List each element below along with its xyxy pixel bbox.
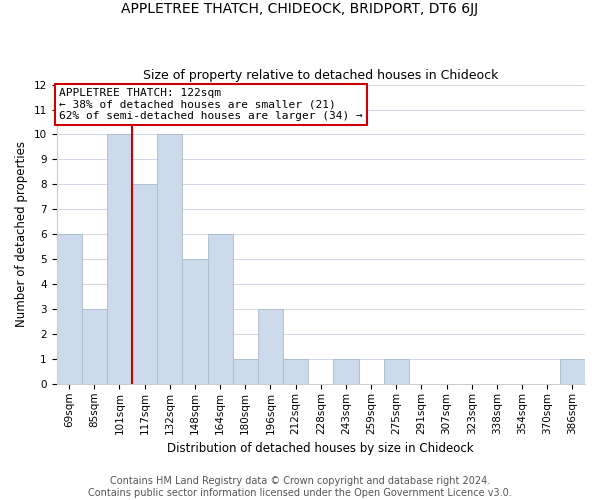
Text: APPLETREE THATCH: 122sqm
← 38% of detached houses are smaller (21)
62% of semi-d: APPLETREE THATCH: 122sqm ← 38% of detach… <box>59 88 363 122</box>
Bar <box>82 309 107 384</box>
Y-axis label: Number of detached properties: Number of detached properties <box>15 141 28 327</box>
Bar <box>182 259 208 384</box>
Bar <box>56 234 82 384</box>
Bar <box>157 134 182 384</box>
Bar <box>233 359 258 384</box>
Bar <box>283 359 308 384</box>
Bar <box>132 184 157 384</box>
Text: Contains HM Land Registry data © Crown copyright and database right 2024.
Contai: Contains HM Land Registry data © Crown c… <box>88 476 512 498</box>
Bar <box>208 234 233 384</box>
Title: Size of property relative to detached houses in Chideock: Size of property relative to detached ho… <box>143 69 499 82</box>
Bar <box>560 359 585 384</box>
Bar <box>334 359 359 384</box>
Bar <box>258 309 283 384</box>
Bar <box>383 359 409 384</box>
Bar <box>107 134 132 384</box>
Text: APPLETREE THATCH, CHIDEOCK, BRIDPORT, DT6 6JJ: APPLETREE THATCH, CHIDEOCK, BRIDPORT, DT… <box>121 2 479 16</box>
X-axis label: Distribution of detached houses by size in Chideock: Distribution of detached houses by size … <box>167 442 474 455</box>
